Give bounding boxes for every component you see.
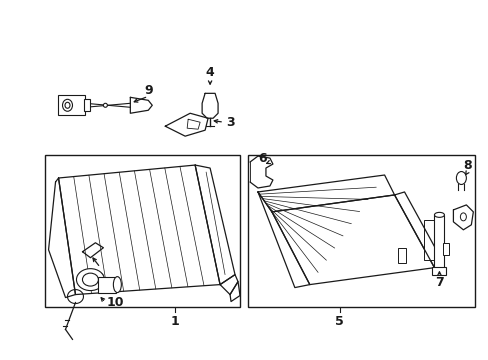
Text: 6: 6 bbox=[258, 152, 267, 165]
Text: 3: 3 bbox=[225, 116, 234, 129]
Bar bbox=[44, 155, 240, 306]
Ellipse shape bbox=[82, 273, 98, 286]
Bar bbox=[397, 248, 405, 263]
Text: 8: 8 bbox=[462, 158, 471, 172]
Ellipse shape bbox=[76, 269, 104, 291]
Text: 1: 1 bbox=[170, 315, 179, 328]
Bar bbox=[84, 99, 90, 111]
Text: 10: 10 bbox=[106, 296, 124, 309]
Bar bbox=[431, 267, 446, 275]
Ellipse shape bbox=[433, 212, 444, 217]
Bar bbox=[98, 276, 116, 293]
Ellipse shape bbox=[103, 103, 107, 107]
Bar bbox=[247, 155, 474, 306]
Text: 2: 2 bbox=[96, 272, 104, 285]
Ellipse shape bbox=[455, 171, 466, 184]
Ellipse shape bbox=[113, 276, 121, 293]
Text: 5: 5 bbox=[335, 315, 344, 328]
Bar bbox=[58, 95, 85, 115]
Ellipse shape bbox=[459, 213, 466, 221]
Text: 9: 9 bbox=[143, 84, 152, 97]
Bar bbox=[424, 220, 436, 260]
Text: 4: 4 bbox=[205, 66, 214, 79]
Text: 7: 7 bbox=[434, 276, 443, 289]
Bar bbox=[443, 243, 448, 255]
Ellipse shape bbox=[65, 102, 70, 108]
Ellipse shape bbox=[62, 99, 72, 111]
Bar bbox=[433, 215, 444, 270]
